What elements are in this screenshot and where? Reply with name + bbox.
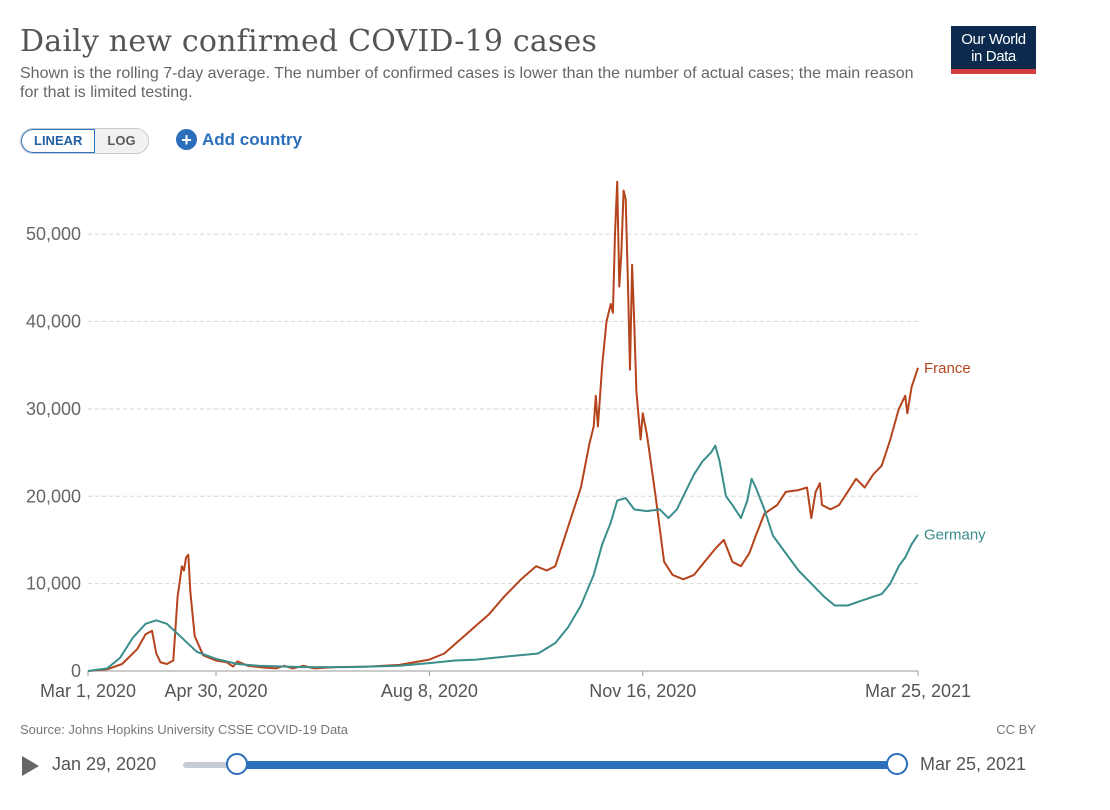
series-line-france (87, 180, 919, 672)
timeline-track[interactable] (183, 762, 237, 768)
y-tick-label: 30,000 (26, 399, 81, 419)
chart-title: Daily new confirmed COVID-19 cases (20, 24, 598, 59)
chart-subtitle: Shown is the rolling 7-day average. The … (20, 65, 914, 101)
timeline-start-handle[interactable] (226, 753, 248, 775)
source-note: Source: Johns Hopkins University CSSE CO… (20, 722, 349, 737)
add-country-button[interactable]: + Add country (176, 129, 302, 150)
logo-line-2: in Data (971, 48, 1016, 65)
y-tick-label: 40,000 (26, 312, 81, 332)
add-country-label: Add country (202, 129, 303, 149)
x-tick-label: Aug 8, 2020 (381, 681, 478, 701)
license-link[interactable]: CC BY (996, 722, 1036, 737)
x-tick-label: Nov 16, 2020 (589, 681, 696, 701)
logo-line-1: Our World (961, 31, 1026, 48)
timeline-end-label: Mar 25, 2021 (920, 754, 1027, 774)
linear-scale-button[interactable]: LINEAR (21, 129, 96, 153)
series-line-germany (87, 444, 919, 672)
line-chart: 0 10,000 20,000 30,000 40,000 50,000 Mar 1, 20… (26, 180, 986, 701)
x-tick-label: Mar 25, 2021 (865, 681, 971, 701)
owid-logo[interactable]: Our World in Data (951, 26, 1036, 74)
series-label-germany: Germany (924, 527, 986, 544)
timeline-end-handle[interactable] (886, 753, 908, 775)
x-tick-label: Mar 1, 2020 (40, 681, 136, 701)
y-tick-label: 20,000 (26, 486, 81, 506)
plus-circle-icon: + (176, 129, 197, 150)
log-scale-button[interactable]: LOG (95, 129, 148, 153)
timeline-start-label: Jan 29, 2020 (52, 754, 157, 774)
series-label-france: France (924, 360, 971, 377)
y-tick-label: 50,000 (26, 224, 81, 244)
scale-toggle: LINEAR LOG (20, 128, 149, 154)
y-tick-label: 0 (71, 661, 81, 681)
timeline-selected-range[interactable] (237, 761, 897, 769)
play-icon[interactable] (22, 756, 39, 776)
y-tick-label: 10,000 (26, 574, 81, 594)
x-tick-label: Apr 30, 2020 (164, 681, 267, 701)
timeline-slider: Jan 29, 2020 Mar 25, 2021 (0, 745, 1110, 785)
